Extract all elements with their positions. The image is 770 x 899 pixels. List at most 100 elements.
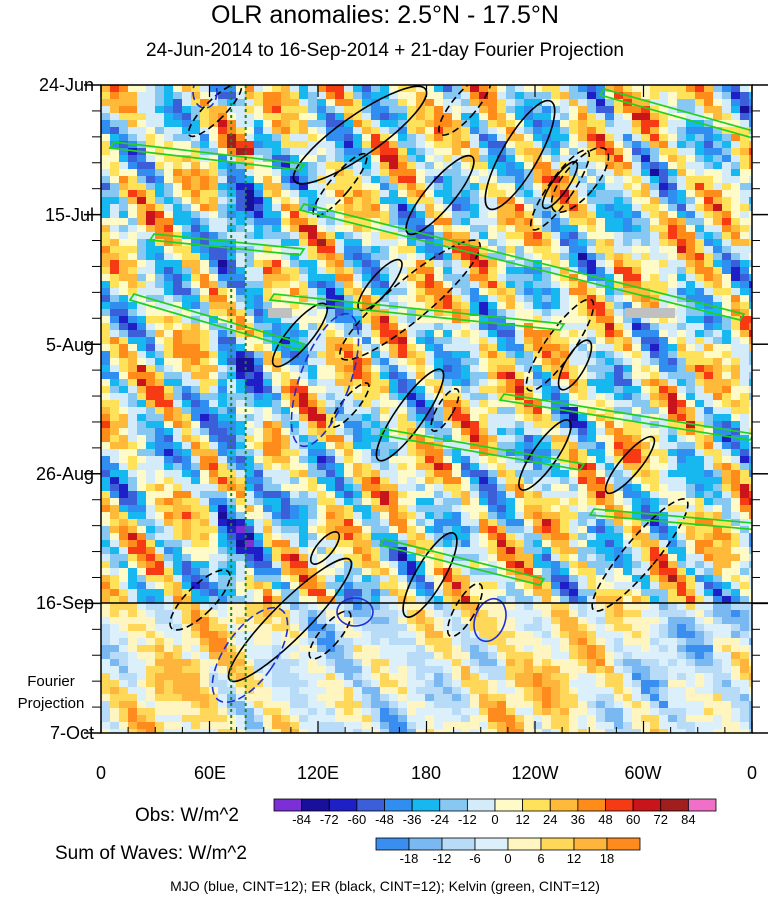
- obs-cell: [461, 435, 471, 443]
- obs-cell: [524, 288, 534, 296]
- obs-cell: [668, 281, 678, 289]
- obs-cell: [551, 197, 561, 205]
- obs-cell: [686, 267, 696, 275]
- obs-cell: [263, 288, 273, 296]
- obs-cell: [470, 302, 480, 310]
- obs-cell: [299, 211, 309, 219]
- obs-cell: [731, 120, 741, 128]
- obs-cell: [146, 484, 156, 492]
- obs-cell: [173, 449, 183, 457]
- obs-cell: [398, 239, 408, 247]
- obs-cell: [218, 477, 228, 485]
- obs-cell: [524, 176, 534, 184]
- obs-cell: [650, 218, 660, 226]
- obs-cell: [434, 148, 444, 156]
- obs-cell: [749, 302, 752, 310]
- obs-cell: [236, 295, 246, 303]
- obs-cell: [632, 393, 642, 401]
- obs-cell: [425, 323, 435, 331]
- obs-cell: [164, 176, 174, 184]
- obs-cell: [488, 505, 498, 513]
- obs-cell: [308, 554, 318, 562]
- obs-cell: [659, 372, 669, 380]
- obs-cell: [317, 470, 327, 478]
- obs-cell: [578, 484, 588, 492]
- obs-cell: [272, 162, 282, 170]
- obs-cell: [308, 113, 318, 121]
- obs-cell: [218, 414, 228, 422]
- obs-cell: [236, 442, 246, 450]
- obs-cell: [434, 330, 444, 338]
- obs-cell: [146, 176, 156, 184]
- obs-cell: [182, 365, 192, 373]
- obs-cell: [281, 358, 291, 366]
- obs-cell: [155, 204, 165, 212]
- obs-cell: [290, 512, 300, 520]
- obs-cell: [209, 512, 219, 520]
- obs-cell: [155, 484, 165, 492]
- obs-cell: [236, 162, 246, 170]
- obs-cell: [128, 281, 138, 289]
- obs-cell: [704, 281, 714, 289]
- obs-cell: [245, 197, 255, 205]
- obs-cell: [416, 428, 426, 436]
- obs-cell: [470, 253, 480, 261]
- obs-cell: [281, 540, 291, 548]
- obs-cell: [128, 400, 138, 408]
- obs-cell: [587, 421, 597, 429]
- obs-cell: [299, 386, 309, 394]
- obs-cell: [587, 407, 597, 415]
- obs-cell: [731, 505, 741, 513]
- obs-cell: [713, 92, 723, 100]
- obs-cell: [632, 85, 642, 93]
- obs-cell: [542, 372, 552, 380]
- obs-cell: [407, 393, 417, 401]
- obs-cell: [650, 470, 660, 478]
- obs-cell: [722, 113, 732, 121]
- obs-cell: [425, 533, 435, 541]
- obs-cell: [605, 554, 615, 562]
- obs-cell: [137, 463, 147, 471]
- obs-cell: [632, 512, 642, 520]
- obs-cell: [587, 540, 597, 548]
- obs-cell: [677, 225, 687, 233]
- obs-cell: [173, 309, 183, 317]
- obs-cell: [137, 183, 147, 191]
- obs-cell: [623, 330, 633, 338]
- obs-cell: [713, 463, 723, 471]
- obs-cell: [731, 491, 741, 499]
- obs-cell: [749, 148, 752, 156]
- obs-cell: [731, 435, 741, 443]
- obs-cell: [515, 211, 525, 219]
- obs-cell: [749, 365, 752, 373]
- obs-cell: [578, 316, 588, 324]
- obs-cell: [722, 99, 732, 107]
- obs-cell: [344, 547, 354, 555]
- obs-cell: [425, 211, 435, 219]
- obs-cell: [389, 253, 399, 261]
- obs-cell: [128, 330, 138, 338]
- obs-cell: [623, 176, 633, 184]
- obs-cell: [578, 358, 588, 366]
- obs-cell: [290, 141, 300, 149]
- obs-cell: [542, 477, 552, 485]
- obs-cell: [290, 295, 300, 303]
- obs-cell: [218, 484, 228, 492]
- obs-cell: [110, 155, 120, 163]
- obs-cell: [461, 498, 471, 506]
- obs-cell: [362, 106, 372, 114]
- obs-cell: [164, 169, 174, 177]
- obs-cell: [398, 421, 408, 429]
- obs-cell: [515, 176, 525, 184]
- obs-cell: [434, 519, 444, 527]
- obs-cell: [182, 407, 192, 415]
- obs-cell: [587, 470, 597, 478]
- obs-cell: [587, 554, 597, 562]
- obs-cell: [335, 148, 345, 156]
- obs-cell: [272, 141, 282, 149]
- obs-cell: [641, 449, 651, 457]
- obs-cell: [128, 554, 138, 562]
- obs-cell: [425, 442, 435, 450]
- obs-cell: [677, 421, 687, 429]
- obs-cell: [713, 379, 723, 387]
